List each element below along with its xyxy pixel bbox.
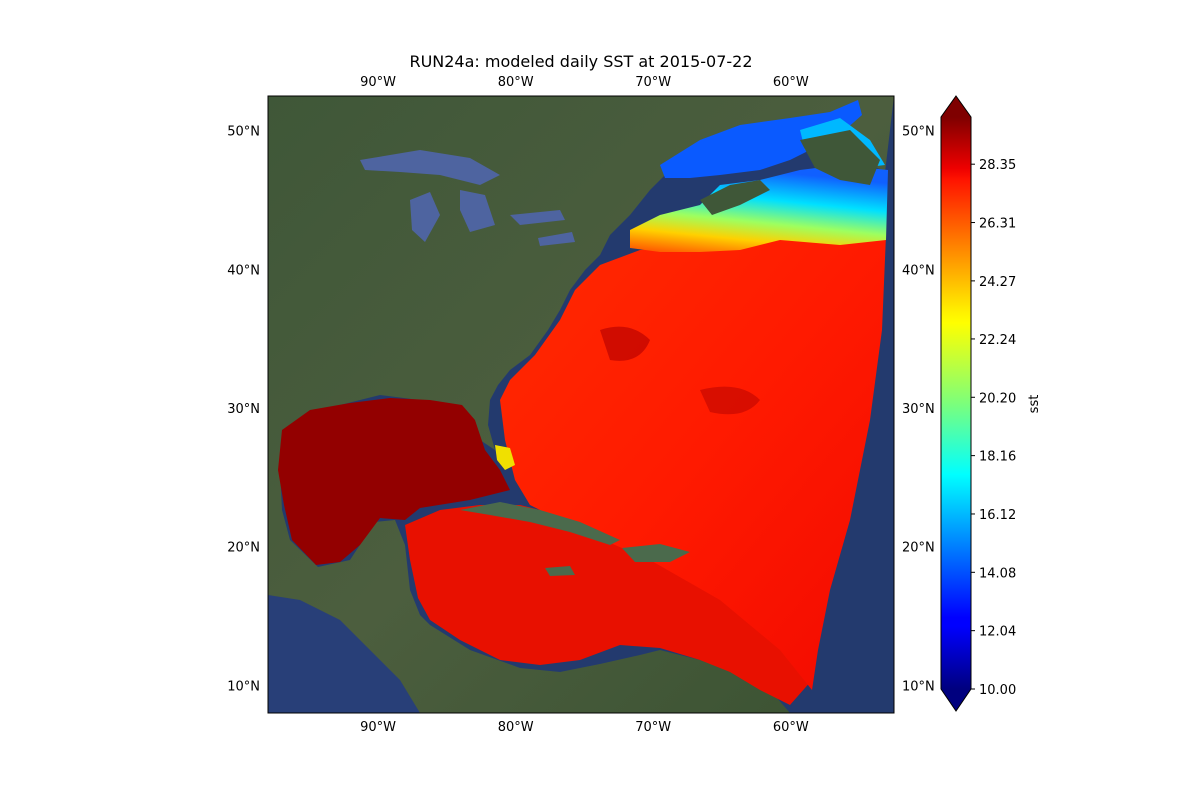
sst-eddy-1 (600, 326, 650, 361)
map-frame (267, 95, 895, 714)
colorbar-tick-label: 24.27 (979, 275, 1016, 290)
lat-tick-label-left: 20°N (227, 541, 260, 556)
jamaica-island (545, 566, 575, 576)
colorbar-extend-max (941, 96, 971, 117)
colorbar-tick-label: 10.00 (979, 683, 1016, 698)
map-tick-labels: 90°W 90°W 80°W 80°W 70°W 70°W 60°W 60°W 10°N 10°N… (227, 75, 935, 735)
sst-northern-shelf (630, 165, 888, 252)
colorbar-gradient (941, 117, 971, 689)
lon-tick-label-top: 70°W (635, 75, 671, 90)
colorbar-tick-label: 14.08 (979, 566, 1016, 581)
colorbar: 10.00 12.04 14.08 16.12 18.16 20.20 22.24 24.27… (940, 95, 1042, 712)
lat-tick-label-left: 30°N (227, 402, 260, 417)
colorbar-tick-label: 22.24 (979, 333, 1016, 348)
lon-tick-label-bottom: 80°W (498, 720, 534, 735)
lat-tick-label-left: 10°N (227, 679, 260, 694)
hispaniola-island (622, 544, 690, 562)
great-lakes (360, 150, 575, 246)
north-america-land (268, 96, 894, 713)
lon-tick-label-top: 90°W (360, 75, 396, 90)
pacific-ocean (268, 595, 420, 713)
colorbar-tick-label: 26.31 (979, 217, 1016, 232)
lat-tick-label-right: 20°N (902, 541, 935, 556)
lon-tick-label-bottom: 90°W (360, 720, 396, 735)
colorbar-extend-min (941, 689, 971, 711)
lon-tick-label-bottom: 60°W (773, 720, 809, 735)
lat-tick-label-right: 50°N (902, 125, 935, 140)
chart-title: RUN24a: modeled daily SST at 2015-07-22 (409, 52, 752, 71)
colorbar-tick-labels: 10.00 12.04 14.08 16.12 18.16 20.20 22.24 24.27… (971, 158, 1016, 698)
colorbar-label: sst (1027, 395, 1042, 414)
sst-eddy-2 (700, 386, 760, 415)
nova-scotia-land (700, 180, 770, 215)
sst-subtropical-atlantic (500, 235, 886, 690)
colorbar-tick-label: 28.35 (979, 158, 1016, 173)
lat-tick-label-right: 10°N (902, 679, 935, 694)
lat-tick-label-left: 40°N (227, 263, 260, 278)
colorbar-tick-label: 12.04 (979, 625, 1016, 640)
colorbar-tick-label: 18.16 (979, 450, 1016, 465)
colorbar-tick-label: 16.12 (979, 508, 1016, 523)
lon-tick-label-top: 80°W (498, 75, 534, 90)
colorbar-tick-label: 20.20 (979, 391, 1016, 406)
lon-tick-label-top: 60°W (773, 75, 809, 90)
sst-gulf-of-mexico (278, 398, 510, 565)
newfoundland-island (800, 130, 880, 185)
map-panel (268, 96, 894, 713)
sst-caribbean (405, 505, 820, 705)
colorbar-outline (940, 95, 972, 712)
sst-florida-shelf (495, 445, 515, 470)
atlantic-outside-domain (790, 96, 894, 713)
lon-tick-label-bottom: 70°W (635, 720, 671, 735)
lat-tick-label-left: 50°N (227, 125, 260, 140)
lat-tick-label-right: 40°N (902, 263, 935, 278)
lat-tick-label-right: 30°N (902, 402, 935, 417)
sst-gulf-st-lawrence (660, 100, 862, 178)
cuba-island (460, 502, 620, 545)
sst-field (278, 100, 888, 705)
